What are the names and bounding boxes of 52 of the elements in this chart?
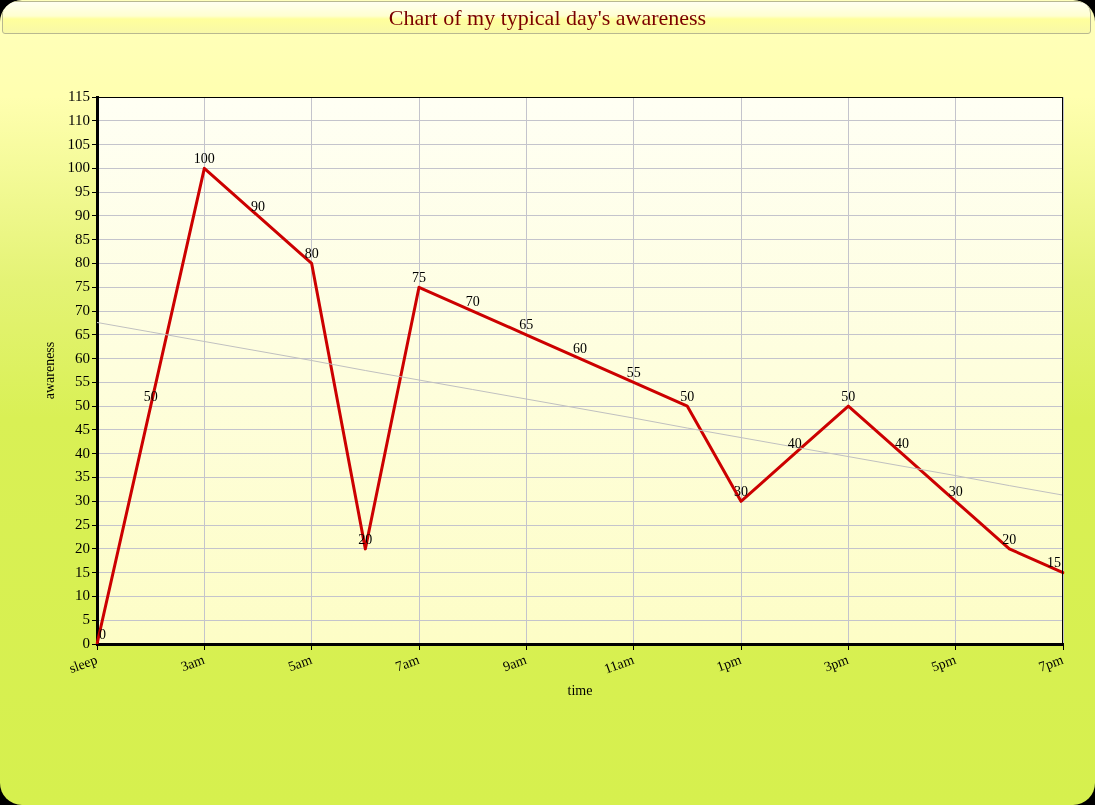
data-label: 15 — [1047, 555, 1061, 571]
y-tick-label: 60 — [75, 349, 90, 366]
x-tick-label: sleep — [67, 652, 100, 676]
data-label: 100 — [193, 151, 215, 167]
data-label: 30 — [948, 483, 963, 499]
y-tick-label: 40 — [75, 444, 90, 461]
data-label: 50 — [680, 388, 695, 404]
y-tick-label: 20 — [75, 539, 90, 556]
data-label: 20 — [1002, 531, 1017, 547]
x-tick-label: 5pm — [929, 652, 959, 675]
data-label: 40 — [787, 436, 802, 452]
data-label: 90 — [251, 198, 265, 214]
chart-title: Chart of my typical day's awareness — [388, 5, 707, 31]
data-label: 50 — [841, 388, 856, 404]
x-tick-label: 1pm — [714, 652, 744, 675]
y-tick-label: 70 — [75, 301, 90, 318]
y-tick-label: 95 — [75, 183, 90, 200]
y-tick-label: 5 — [82, 611, 90, 628]
y-tick-label: 65 — [75, 325, 90, 342]
x-tick-label: 7pm — [1036, 652, 1066, 675]
data-label: 80 — [304, 246, 319, 262]
data-label: 55 — [626, 365, 641, 381]
y-tick-label: 45 — [75, 420, 90, 437]
x-tick-label: 5am — [286, 652, 315, 675]
y-tick-label: 90 — [75, 206, 90, 223]
x-tick-label: 3pm — [822, 652, 851, 675]
y-tick-label: 105 — [67, 135, 90, 152]
x-tick-label: 9am — [500, 652, 529, 675]
y-tick-label: 100 — [67, 159, 90, 176]
y-tick-label: 15 — [75, 563, 90, 580]
y-tick-label: 35 — [75, 468, 90, 485]
data-label: 60 — [573, 341, 587, 357]
data-label: 75 — [412, 269, 426, 285]
data-label: 65 — [519, 317, 534, 333]
data-label: 40 — [895, 436, 909, 452]
y-tick-label: 25 — [75, 516, 90, 533]
y-tick-label: 85 — [75, 230, 90, 247]
y-tick-label: 50 — [75, 397, 90, 414]
y-tick-label: 110 — [68, 111, 90, 128]
x-tick-label: 11am — [602, 652, 637, 677]
y-tick-label: 55 — [75, 373, 90, 390]
y-tick-label: 30 — [75, 492, 90, 509]
x-tick-label: 7am — [393, 652, 422, 675]
y-axis-title: awareness — [42, 341, 58, 400]
data-label: 70 — [465, 293, 480, 309]
y-tick-label: 80 — [75, 254, 90, 271]
y-tick-label: 10 — [75, 587, 90, 604]
y-tick-label: 0 — [82, 634, 90, 651]
x-axis-title: time — [567, 683, 593, 699]
x-tick-label: 3am — [178, 652, 207, 675]
y-tick-label: 75 — [75, 278, 90, 295]
y-tick-label: 115 — [68, 87, 90, 104]
